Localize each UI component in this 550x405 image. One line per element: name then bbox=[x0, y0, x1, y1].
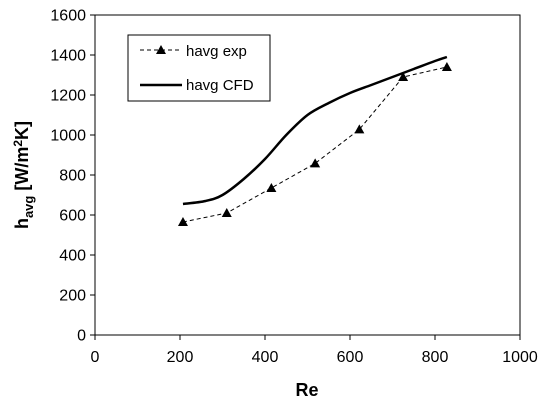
x-axis: 0 200 400 600 800 1000 bbox=[91, 335, 538, 366]
x-tick-label: 0 bbox=[91, 349, 100, 366]
y-axis-title-main: h bbox=[12, 218, 32, 229]
y-tick-label: 1400 bbox=[50, 48, 86, 65]
y-tick-label: 800 bbox=[59, 168, 86, 185]
exp-point-marker bbox=[441, 62, 452, 71]
y-tick-label: 200 bbox=[59, 288, 86, 305]
y-tick-label: 600 bbox=[59, 208, 86, 225]
exp-point-marker bbox=[354, 124, 365, 134]
series-havg-cfd-line bbox=[182, 55, 448, 206]
y-axis-title-unit: [W/m bbox=[12, 147, 32, 196]
legend-box bbox=[127, 34, 271, 102]
x-axis-title: Re bbox=[295, 380, 318, 400]
y-tick-label: 400 bbox=[59, 248, 86, 265]
legend-exp-marker-icon bbox=[156, 45, 166, 54]
legend: havg exp havg CFD bbox=[127, 34, 271, 102]
exp-point-marker bbox=[310, 158, 321, 168]
legend-cfd-label: havg CFD bbox=[186, 77, 254, 94]
x-tick-label: 800 bbox=[422, 349, 449, 366]
y-tick-label: 1000 bbox=[50, 128, 86, 145]
y-axis-title-unit-close: K] bbox=[12, 121, 32, 140]
x-tick-label: 1000 bbox=[502, 349, 538, 366]
y-axis-title-unit-sup: 2 bbox=[11, 140, 25, 147]
y-tick-label: 1200 bbox=[50, 88, 86, 105]
x-tick-label: 200 bbox=[167, 349, 194, 366]
exp-point-marker bbox=[266, 183, 277, 192]
y-axis-title-sub: avg bbox=[21, 196, 36, 218]
legend-exp-label: havg exp bbox=[186, 43, 247, 60]
series-layer bbox=[177, 55, 452, 226]
x-tick-label: 400 bbox=[252, 349, 279, 366]
exp-point-marker bbox=[177, 217, 188, 226]
y-tick-label: 0 bbox=[77, 328, 86, 345]
y-axis-title: havg [W/m2K] bbox=[11, 121, 36, 229]
y-tick-label: 1600 bbox=[50, 8, 86, 25]
y-axis: 0 200 400 600 800 1000 1200 1400 1600 bbox=[50, 8, 95, 345]
exp-point-marker bbox=[398, 72, 409, 81]
exp-point-marker bbox=[221, 208, 232, 217]
x-tick-label: 600 bbox=[337, 349, 364, 366]
